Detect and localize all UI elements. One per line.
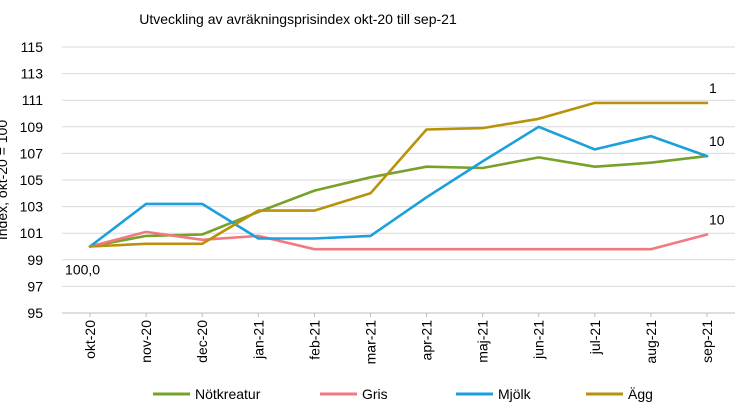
y-tick-label: 109 [20,119,44,135]
chart-title: Utveckling av avräkningsprisindex okt-20… [139,11,457,27]
y-tick-labels: 95 97 99 101 103 105 107 109 111 113 115 [20,39,44,321]
y-tick-label: 97 [27,278,43,294]
x-tick-labels: okt-20 nov-20 dec-20 jan-21 feb-21 mar-21 apr-… [82,313,715,364]
x-tick-label: jun-21 [531,320,547,360]
x-tick-label: mar-21 [362,320,378,365]
data-label: 1 [709,80,717,96]
y-tick-label: 99 [27,252,43,268]
x-tick-label: apr-21 [419,320,435,361]
y-tick-label: 113 [21,66,44,82]
y-tick-label: 103 [20,199,44,215]
x-tick-label: sep-21 [699,320,715,363]
x-tick-label: aug-21 [643,320,659,364]
x-tick-label: maj-21 [475,320,491,363]
y-tick-label: 107 [20,145,44,161]
y-tick-label: 101 [20,225,44,241]
y-tick-label: 95 [27,305,43,321]
legend-label: Mjölk [498,386,532,402]
series-lines [88,101,709,251]
series-line-Nötkreatur [88,154,709,248]
series-line-Gris [88,230,709,251]
legend-label: Nötkreatur [195,386,261,402]
data-labels: 100,0 1 10 10 [65,80,725,278]
data-label: 10 [709,133,725,149]
x-tick-label: jan-21 [250,320,266,360]
series-line-Ägg [88,101,709,248]
y-tick-label: 111 [22,92,43,108]
y-tick-label: 105 [20,172,44,188]
x-tick-label: okt-20 [82,320,98,359]
data-label: 100,0 [65,262,100,278]
series-line-Mjölk [88,125,709,248]
x-tick-label: jul-21 [587,320,603,355]
y-axis-label: Index, okt-20 = 100 [0,120,10,240]
legend: Nötkreatur Gris Mjölk Ägg [153,386,653,402]
gridlines [62,46,735,314]
legend-label: Ägg [628,386,653,402]
x-tick-label: nov-20 [138,320,154,363]
data-label: 10 [709,212,725,228]
legend-label: Gris [362,386,388,402]
x-tick-label: dec-20 [194,320,210,363]
x-tick-label: feb-21 [306,320,322,360]
y-tick-label: 115 [21,39,44,55]
